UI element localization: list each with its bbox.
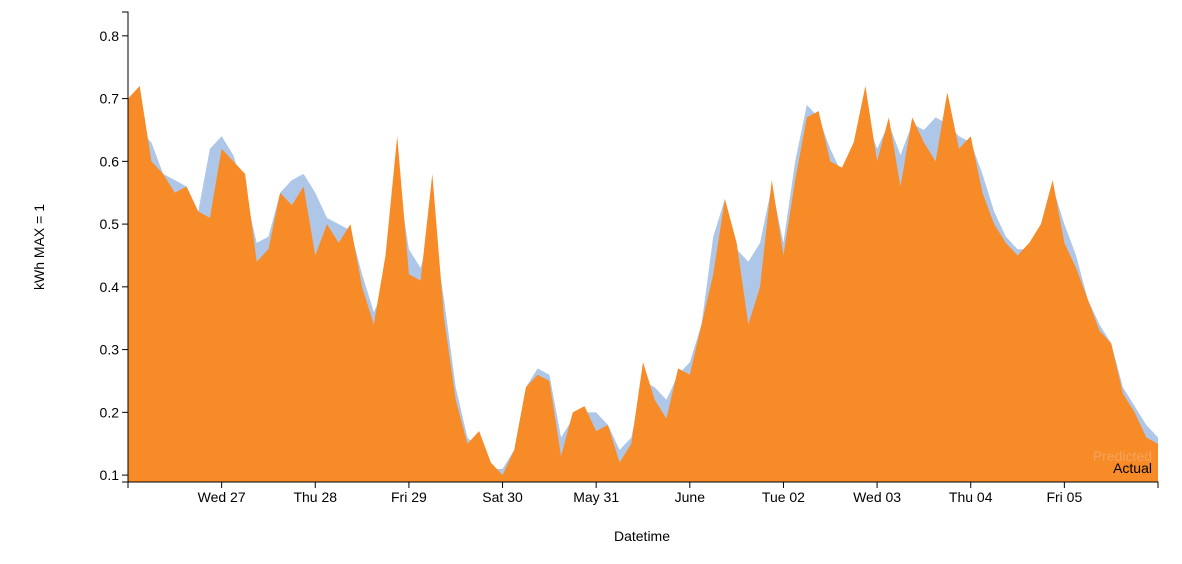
x-tick-label: May 31: [573, 489, 619, 505]
x-tick-label: Thu 28: [293, 489, 337, 505]
x-axis: [127, 481, 1159, 488]
y-axis-label: kWh MAX = 1: [31, 204, 47, 290]
plot-area: [128, 86, 1158, 483]
x-tick-label: Wed 27: [198, 489, 246, 505]
y-tick-label: 0.5: [100, 216, 120, 232]
y-tick-label: 0.6: [100, 153, 120, 169]
area: [128, 86, 1158, 483]
y-tick-label: 0.7: [100, 91, 120, 107]
x-tick-label: Fri 29: [391, 489, 427, 505]
x-axis-label: Datetime: [614, 528, 670, 544]
y-tick-label: 0.3: [100, 342, 120, 358]
x-tick-label: June: [675, 489, 706, 505]
legend-label: Predicted: [1093, 448, 1152, 464]
y-tick-label: 0.1: [100, 467, 120, 483]
legend-label: Actual: [1113, 460, 1152, 476]
x-tick-label: Tue 02: [762, 489, 805, 505]
x-tick-label: Sat 30: [482, 489, 523, 505]
y-tick-label: 0.2: [100, 404, 120, 420]
x-tick-label: Fri 05: [1046, 489, 1082, 505]
y-axis: [122, 11, 129, 483]
y-tick-label: 0.8: [100, 28, 120, 44]
y-tick-label: 0.4: [100, 279, 120, 295]
x-tick-label: Thu 04: [949, 489, 993, 505]
x-tick-label: Wed 03: [853, 489, 901, 505]
